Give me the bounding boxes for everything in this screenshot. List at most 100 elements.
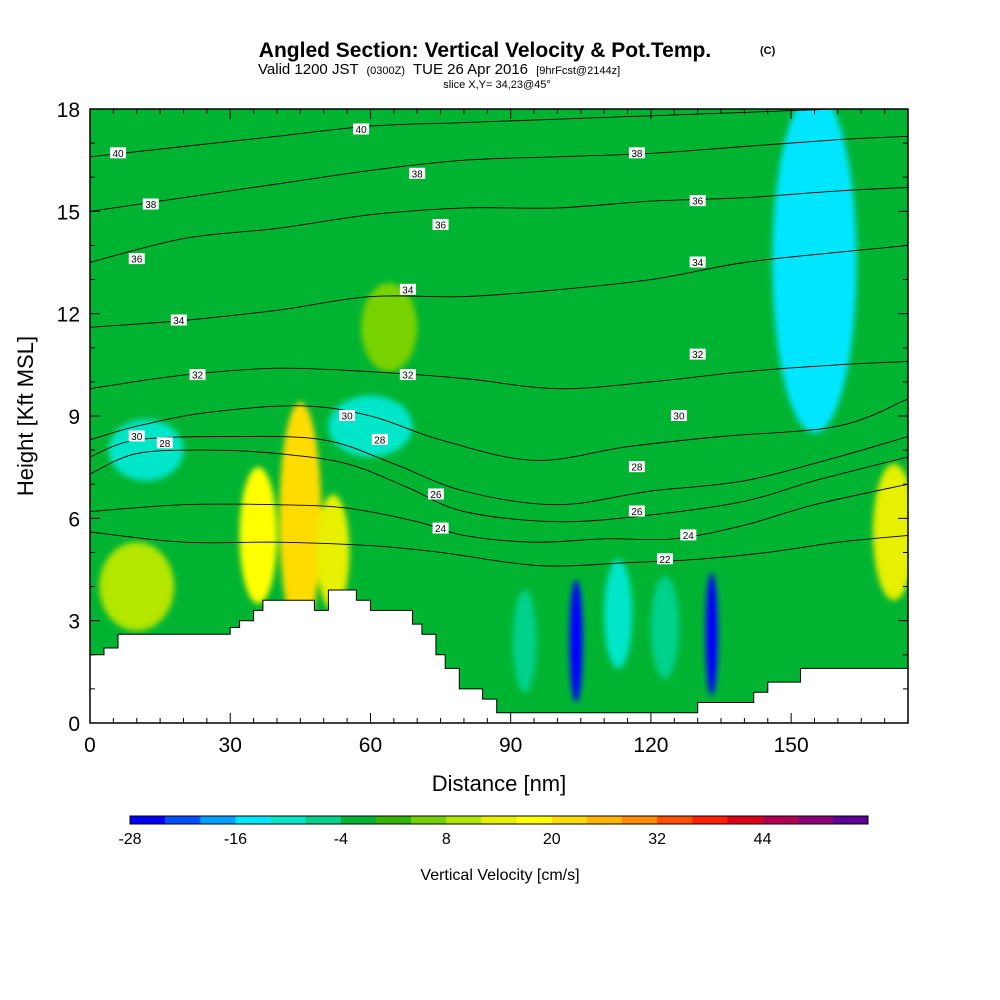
colorbar-swatch <box>586 816 623 824</box>
colorbar-swatch <box>622 816 658 824</box>
colorbar-swatch <box>762 816 799 824</box>
colorbar-tick-label: 44 <box>754 831 772 848</box>
x-axis: 0 30 60 90 120 150 <box>84 109 886 757</box>
colorbar-swatch <box>235 816 271 824</box>
x-axis-label: Distance [nm] <box>432 771 567 796</box>
subtitle-date: TUE 26 Apr 2016 <box>413 61 528 78</box>
contour-label: 30 <box>670 410 687 423</box>
theta-contour-32 <box>90 360 908 390</box>
contour-label-text: 36 <box>435 220 447 231</box>
theta-contour-26 <box>90 449 908 523</box>
plot-area: 40 40 38 38 38 36 36 36 34 34 34 32 32 32 30 30 30 28 28 28… <box>90 109 908 723</box>
contour-label-text: 36 <box>692 197 704 208</box>
contour-label: 40 <box>353 123 370 136</box>
contour-label-text: 32 <box>192 371 204 382</box>
contour-label: 24 <box>432 522 449 535</box>
x-tick-label: 90 <box>499 734 522 757</box>
colorbar-swatch <box>200 816 236 824</box>
x-tick-label: 150 <box>774 734 809 757</box>
x-tick-label: 30 <box>219 734 242 757</box>
contour-label: 32 <box>689 348 706 361</box>
colorbar-swatch <box>727 816 763 824</box>
contour-label-text: 34 <box>402 285 414 296</box>
subtitle-slice: slice X,Y= 34,23@45° <box>443 79 551 91</box>
y-tick-label: 0 <box>68 713 80 736</box>
contour-label: 40 <box>110 147 127 160</box>
contour-label-text: 24 <box>683 531 695 542</box>
contour-label: 38 <box>409 167 426 180</box>
contour-label-text: 40 <box>356 125 368 136</box>
contour-label-text: 40 <box>112 149 124 160</box>
theta-contour-22 <box>90 531 908 567</box>
contour-label-text: 38 <box>145 200 157 211</box>
contour-label: 34 <box>689 256 706 269</box>
colorbar-swatch <box>797 816 834 824</box>
contour-label: 34 <box>170 314 187 327</box>
contour-label: 36 <box>432 218 449 231</box>
colorbar-swatch <box>130 816 166 824</box>
colorbar-tick-label: 32 <box>648 831 666 848</box>
velocity-cell <box>604 559 633 669</box>
contour-label-text: 30 <box>342 412 354 423</box>
theta-contour-34 <box>90 244 908 328</box>
colorbar-tick-label: -28 <box>118 831 141 848</box>
contour-label: 38 <box>142 198 159 211</box>
velocity-cell <box>569 579 583 703</box>
colorbar-swatch <box>305 816 342 824</box>
theta-contours <box>90 109 908 567</box>
velocity-cell <box>108 419 184 481</box>
contour-label: 32 <box>399 369 416 382</box>
contour-label-text: 26 <box>631 507 643 518</box>
theta-contour-28 <box>90 435 908 506</box>
title-unit: (C) <box>760 45 776 57</box>
subtitle-forecast: [9hrFcst@2144z] <box>536 65 620 77</box>
theta-contour-30 <box>90 398 908 461</box>
velocity-cell <box>872 463 908 601</box>
colorbar-tick-label: -16 <box>224 831 247 848</box>
contour-label: 36 <box>128 253 145 266</box>
contour-label: 38 <box>628 147 645 160</box>
colorbar-tick-label: 8 <box>442 831 451 848</box>
contour-label-text: 28 <box>374 435 386 446</box>
y-tick-label: 15 <box>57 201 80 224</box>
contour-label-text: 32 <box>402 371 414 382</box>
colorbar-swatch <box>481 816 517 824</box>
x-tick-label: 60 <box>359 734 382 757</box>
colorbar-swatch <box>446 816 482 824</box>
contour-label: 26 <box>628 505 645 518</box>
contour-label: 28 <box>628 461 645 474</box>
colorbar-swatch <box>516 816 553 824</box>
velocity-cell <box>316 494 350 611</box>
colorbar-swatch <box>832 816 869 824</box>
x-tick-label: 120 <box>633 734 668 757</box>
contour-label: 30 <box>339 410 356 423</box>
contour-label-text: 26 <box>430 490 442 501</box>
colorbar-swatch <box>270 816 307 824</box>
subtitle-zulu: (0300Z) <box>367 65 406 77</box>
velocity-cell <box>705 572 718 696</box>
contour-label: 22 <box>656 553 673 566</box>
contour-label-text: 34 <box>173 316 185 327</box>
chart-subtitle: Valid 1200 JST (0300Z) TUE 26 Apr 2016 [… <box>258 61 620 78</box>
y-tick-label: 9 <box>68 406 80 429</box>
velocity-cell <box>772 109 857 434</box>
colorbar-swatch <box>657 816 693 824</box>
y-tick-label: 18 <box>57 99 80 122</box>
contour-label-text: 38 <box>412 169 424 180</box>
colorbar-swatch <box>165 816 201 824</box>
colorbar-swatch <box>340 816 377 824</box>
theta-contour-40 <box>90 109 908 158</box>
contour-label-text: 28 <box>631 463 643 474</box>
x-tick-label: 0 <box>84 734 96 757</box>
contour-label-text: 32 <box>692 350 704 361</box>
contour-label: 26 <box>427 488 444 501</box>
theta-contour-38 <box>90 135 908 212</box>
contour-label: 34 <box>399 283 416 296</box>
colorbar-tick-label: 20 <box>543 831 561 848</box>
velocity-background <box>90 109 908 723</box>
contour-label-text: 36 <box>131 255 143 266</box>
velocity-cell <box>328 395 413 457</box>
velocity-cell <box>361 282 418 372</box>
contour-label-text: 34 <box>692 258 704 269</box>
